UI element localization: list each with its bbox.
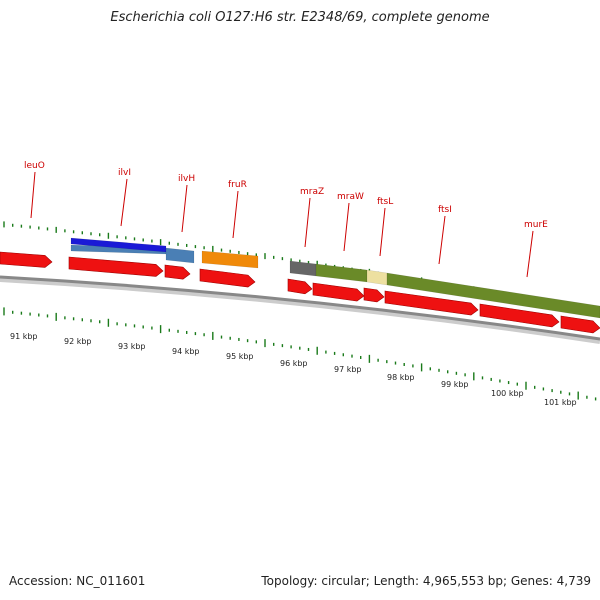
backbone-shadow: [0, 276, 600, 344]
gene-leader-line: [379, 207, 386, 257]
gene-label: fruR: [228, 180, 247, 190]
kbp-label: 98 kbp: [387, 373, 415, 382]
cds-arrow: [199, 268, 256, 288]
ftsI-murE-bar: [386, 272, 600, 319]
cds-arrow-track: [0, 251, 600, 334]
kbp-tick-track: [3, 307, 597, 401]
gene-label: mraW: [337, 192, 364, 202]
gene-leader-line: [526, 230, 534, 278]
colored-gene-track: [70, 237, 600, 319]
gene-label: mraZ: [300, 187, 324, 197]
fruR-bar: [201, 250, 259, 269]
gene-label-track: leuO ilvI ilvH fruR mraZ mraW ftsL ftsI murE: [24, 161, 548, 278]
kbp-label: 99 kbp: [441, 380, 469, 389]
kbp-label: 96 kbp: [280, 359, 308, 368]
cds-arrow: [0, 251, 53, 268]
gene-leader-line: [438, 215, 446, 265]
gene-leader-line: [120, 178, 128, 227]
topology-text: Topology: circular; Length: 4,965,553 bp…: [261, 574, 591, 588]
gene-leader-line: [304, 197, 311, 248]
gene-label: ftsL: [377, 197, 393, 207]
cds-arrow: [479, 303, 560, 328]
gene-label: ilvH: [178, 174, 195, 184]
cds-arrow: [384, 290, 479, 316]
gene-label: ftsI: [438, 205, 452, 215]
genome-backbone: [0, 275, 600, 341]
gene-leader-line: [30, 171, 36, 219]
map-title: Escherichia coli O127:H6 str. E2348/69, …: [110, 10, 490, 25]
gene-leader-line: [343, 202, 350, 252]
gene-leader-line: [232, 190, 239, 239]
ftsL-bar: [366, 269, 388, 286]
cds-arrow: [363, 287, 385, 303]
kbp-label-track: 91 kbp 92 kbp 93 kbp 94 kbp 95 kbp 96 kbp 97 k…: [10, 332, 577, 407]
cds-arrow: [287, 278, 313, 295]
cds-arrow: [560, 315, 600, 334]
cds-arrow: [68, 256, 164, 277]
kbp-label: 101 kbp: [544, 398, 577, 407]
kbp-label: 95 kbp: [226, 352, 254, 361]
kbp-label: 92 kbp: [64, 337, 92, 346]
ilvH-bar: [165, 247, 195, 264]
mraZ-bar: [289, 260, 317, 277]
gene-label: ilvI: [118, 168, 131, 178]
mraW-bar: [315, 263, 368, 283]
gene-label: murE: [524, 220, 548, 230]
kbp-label: 100 kbp: [491, 389, 524, 398]
cds-arrow: [164, 264, 191, 280]
kbp-label: 91 kbp: [10, 332, 38, 341]
kbp-label: 94 kbp: [172, 347, 200, 356]
kbp-label: 97 kbp: [334, 365, 362, 374]
kbp-label: 93 kbp: [118, 342, 146, 351]
gene-label: leuO: [24, 161, 45, 171]
gene-leader-line: [181, 184, 188, 233]
cds-arrow: [312, 282, 365, 302]
accession-text: Accession: NC_011601: [9, 574, 146, 588]
